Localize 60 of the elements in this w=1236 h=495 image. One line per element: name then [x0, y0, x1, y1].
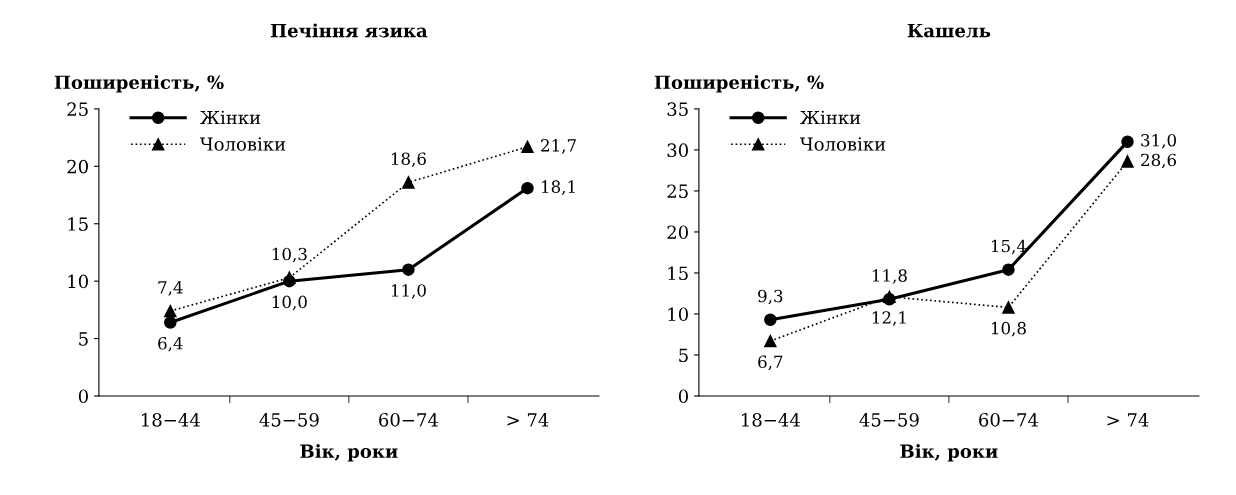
data-label: 6,4 [158, 336, 183, 352]
point [764, 334, 777, 348]
y-axis-title: Поширеність, % [54, 75, 224, 93]
data-label: 10,3 [272, 247, 307, 263]
y-tick-label: 5 [679, 348, 688, 363]
y-tick-label: 20 [667, 225, 688, 240]
point [1121, 155, 1134, 168]
y-tick-label: 10 [68, 274, 88, 289]
y-tick-label: 25 [67, 102, 88, 117]
y-tick-label: 25 [667, 184, 688, 199]
x-tick-label: > 74 [507, 412, 549, 427]
x-axis-title: Вік, роки [900, 444, 998, 462]
point [402, 263, 415, 276]
x-tick-label: 45−59 [859, 412, 919, 427]
data-label: 10,0 [272, 295, 307, 311]
y-tick-label: 15 [68, 217, 88, 231]
data-label: 31,0 [1141, 133, 1176, 149]
point [164, 304, 177, 318]
point [402, 176, 415, 189]
legend-label: Жінки [799, 110, 861, 125]
y-tick-label: 0 [678, 389, 688, 404]
y-tick-label: 35 [667, 102, 688, 117]
x-tick-label: 45−59 [259, 412, 319, 427]
x-tick-label: 18−44 [742, 412, 800, 427]
legend-label: Жінки [199, 110, 261, 125]
data-label: 28,6 [1141, 153, 1177, 169]
x-tick-label: 18−44 [141, 412, 200, 427]
data-label: 21,7 [541, 139, 576, 154]
data-label: 12,1 [872, 311, 906, 326]
x-tick-label: > 74 [1107, 412, 1149, 427]
data-label: 15,4 [991, 239, 1027, 255]
data-label: 18,1 [542, 180, 575, 196]
x-axis-title: Вік, роки [300, 444, 398, 462]
y-tick-label: 0 [78, 389, 88, 404]
y-tick-label: 10 [668, 307, 688, 322]
point [521, 140, 534, 154]
data-label: 9,3 [758, 289, 783, 305]
y-tick-label: 15 [668, 266, 688, 281]
data-label: 6,7 [758, 355, 783, 371]
chart-title: Печіння язика [270, 23, 428, 38]
point [1121, 135, 1134, 148]
data-label: 10,8 [991, 321, 1026, 337]
y-axis-title: Поширеність, % [654, 75, 824, 93]
x-tick-label: 60−74 [379, 412, 439, 427]
point [764, 313, 777, 326]
y-tick-label: 20 [67, 159, 88, 174]
legend-label: Чоловіки [799, 137, 886, 151]
data-label: 18,6 [391, 152, 426, 168]
data-label: 11,8 [872, 269, 907, 284]
data-label: 11,0 [391, 284, 426, 299]
legend-label: Чоловіки [199, 137, 286, 151]
x-tick-label: 60−74 [979, 412, 1039, 427]
y-tick-label: 30 [667, 143, 688, 158]
data-label: 7,4 [158, 281, 183, 296]
point [521, 181, 534, 195]
point [1002, 301, 1015, 314]
point [164, 316, 177, 329]
y-tick-label: 5 [79, 332, 88, 346]
point [1002, 263, 1015, 276]
chart-title: Кашель [907, 23, 991, 38]
